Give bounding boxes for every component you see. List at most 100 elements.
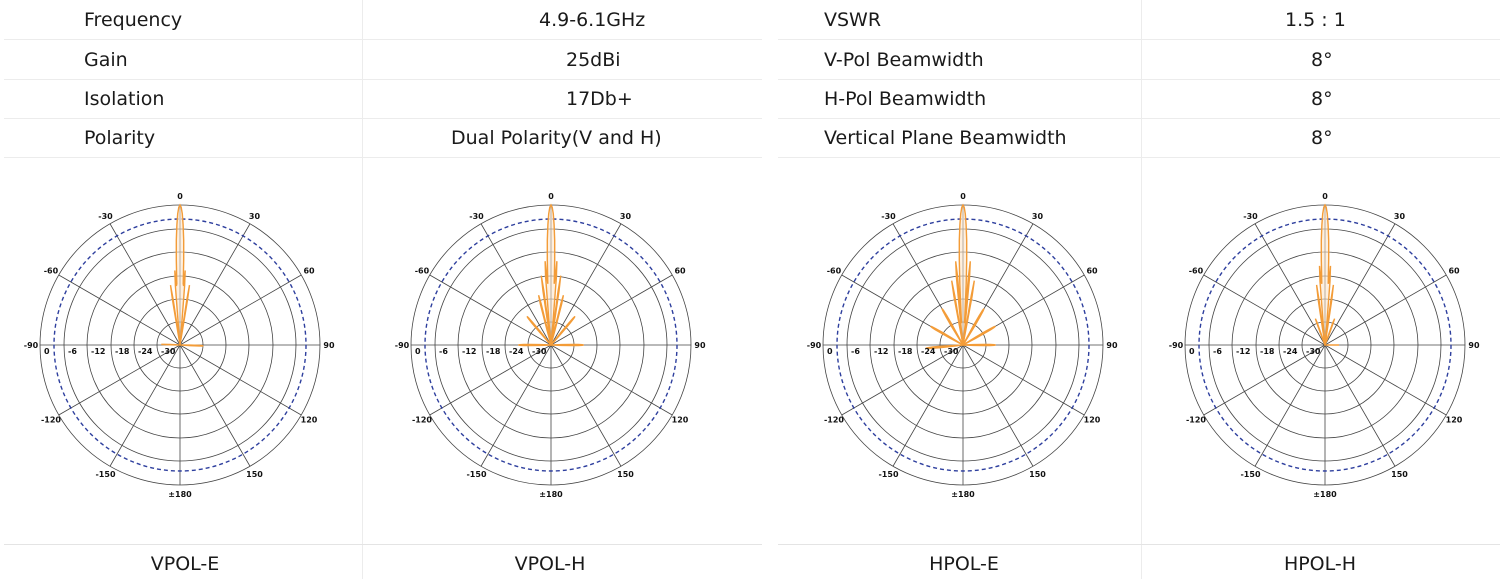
spec-label: Frequency [84,9,183,31]
angle-tick-label: 30 [620,212,632,221]
column-divider [362,0,363,579]
angle-tick-label: 120 [301,416,318,425]
grid-spoke [58,274,181,346]
angle-tick-label: 90 [1468,341,1480,350]
spec-value: Dual Polarity(V and H) [451,127,662,149]
angle-tick-label: 0 [960,192,966,201]
grid-spoke [1254,344,1326,467]
spec-label: Gain [84,49,128,71]
angle-tick-label: 120 [1446,416,1463,425]
radial-tick-label: -6 [851,347,860,356]
reference-level-ring [424,218,678,472]
radial-tick-label: -30 [1306,347,1321,356]
grid-spoke [841,344,964,416]
angle-tick-label: 60 [1448,267,1460,276]
spec-row-v-pol-beamwidth: V-Pol Beamwidth 8° [778,40,1500,80]
reference-level-ring [1198,218,1452,472]
radial-tick-label: -24 [1283,347,1298,356]
radial-tick-label: -24 [921,347,936,356]
polar-chart-hpol-h: 0 30 60 90 120 150 ±180 -150 -120 -90 -60 -30 0 -6 -12… [1169,192,1480,499]
angle-tick-label: -60 [827,267,842,276]
spec-label: Polarity [84,127,156,149]
grid-spoke [179,344,251,467]
angle-tick-label: -150 [1240,470,1260,479]
chart-caption-vpol-h: VPOL-H [514,553,586,575]
angle-tick-label: -120 [824,416,844,425]
spec-value: 25dBi [566,49,621,71]
grid-spoke [550,344,673,416]
caption-divider [778,544,1500,545]
angle-tick-label: -30 [881,212,896,221]
angle-tick-label: -60 [1189,267,1204,276]
angle-tick-label: 120 [1084,416,1101,425]
angle-tick-label: ±180 [168,490,192,499]
grid-spoke [179,344,302,416]
grid-spoke [480,344,552,467]
angle-tick-label: -90 [807,341,822,350]
angle-tick-label: ±180 [539,490,563,499]
radial-tick-label: -18 [1260,347,1275,356]
caption-divider [4,544,762,545]
angle-tick-label: -90 [1169,341,1184,350]
grid-spoke [1203,344,1326,416]
reference-level-ring [53,218,307,472]
grid-spoke [58,344,181,416]
angle-tick-label: -30 [98,212,113,221]
angle-tick-label: 150 [1029,470,1046,479]
spec-row-vswr: VSWR 1.5 : 1 [778,0,1500,40]
angle-tick-label: -150 [878,470,898,479]
spec-label: Vertical Plane Beamwidth [824,127,1067,149]
radial-tick-label: -30 [944,347,959,356]
angle-tick-label: -120 [41,416,61,425]
spec-label: VSWR [824,9,882,31]
angle-tick-label: 60 [674,267,686,276]
angle-tick-label: 60 [303,267,315,276]
polar-chart-vpol-e: 0 30 60 90 120 150 ±180 -150 -120 -90 -60 -30 0 -6 -12… [24,192,335,499]
grid-spoke [550,344,622,467]
spec-row-frequency: Frequency 4.9-6.1GHz [4,0,762,40]
radial-tick-label: -6 [1213,347,1222,356]
angle-tick-label: -60 [44,267,59,276]
reference-level-ring [836,218,1090,472]
spec-value: 8° [1311,49,1333,71]
radial-tick-label: -18 [115,347,130,356]
radial-tick-label: -12 [91,347,105,356]
grid-spoke [480,223,552,346]
angle-tick-label: -90 [395,341,410,350]
radial-tick-label: -30 [161,347,176,356]
right-spec-panel: VSWR 1.5 : 1 V-Pol Beamwidth 8° H-Pol Be… [778,0,1500,579]
spec-value: 8° [1311,88,1333,110]
spec-label: H-Pol Beamwidth [824,88,987,110]
spec-value: 8° [1311,127,1333,149]
grid-spoke [1324,344,1396,467]
angle-tick-label: ±180 [951,490,975,499]
radial-tick-label: 0 [1189,347,1195,356]
radial-tick-label: -12 [874,347,888,356]
grid-spoke [179,223,251,346]
grid-spoke [109,344,181,467]
angle-tick-label: -150 [95,470,115,479]
angle-tick-label: -120 [1186,416,1206,425]
angle-tick-label: 150 [1391,470,1408,479]
radial-tick-label: -12 [462,347,476,356]
angle-tick-label: -90 [24,341,39,350]
grid-spoke [1203,274,1326,346]
angle-tick-label: -60 [415,267,430,276]
grid-spoke [962,344,1085,416]
radial-tick-label: 0 [827,347,833,356]
angle-tick-label: 0 [177,192,183,201]
grid-spoke [429,274,552,346]
grid-spoke [429,344,552,416]
radial-tick-label: -18 [486,347,501,356]
grid-spoke [1324,344,1447,416]
spec-label: Isolation [84,88,165,110]
spec-row-gain: Gain 25dBi [4,40,762,80]
radial-tick-label: 0 [44,347,50,356]
spec-label: V-Pol Beamwidth [824,49,984,71]
radial-tick-label: -6 [68,347,77,356]
grid-spoke [550,274,673,346]
angle-tick-label: -30 [1243,212,1258,221]
angle-tick-label: -30 [469,212,484,221]
angle-tick-label: 90 [323,341,335,350]
angle-tick-label: ±180 [1313,490,1337,499]
